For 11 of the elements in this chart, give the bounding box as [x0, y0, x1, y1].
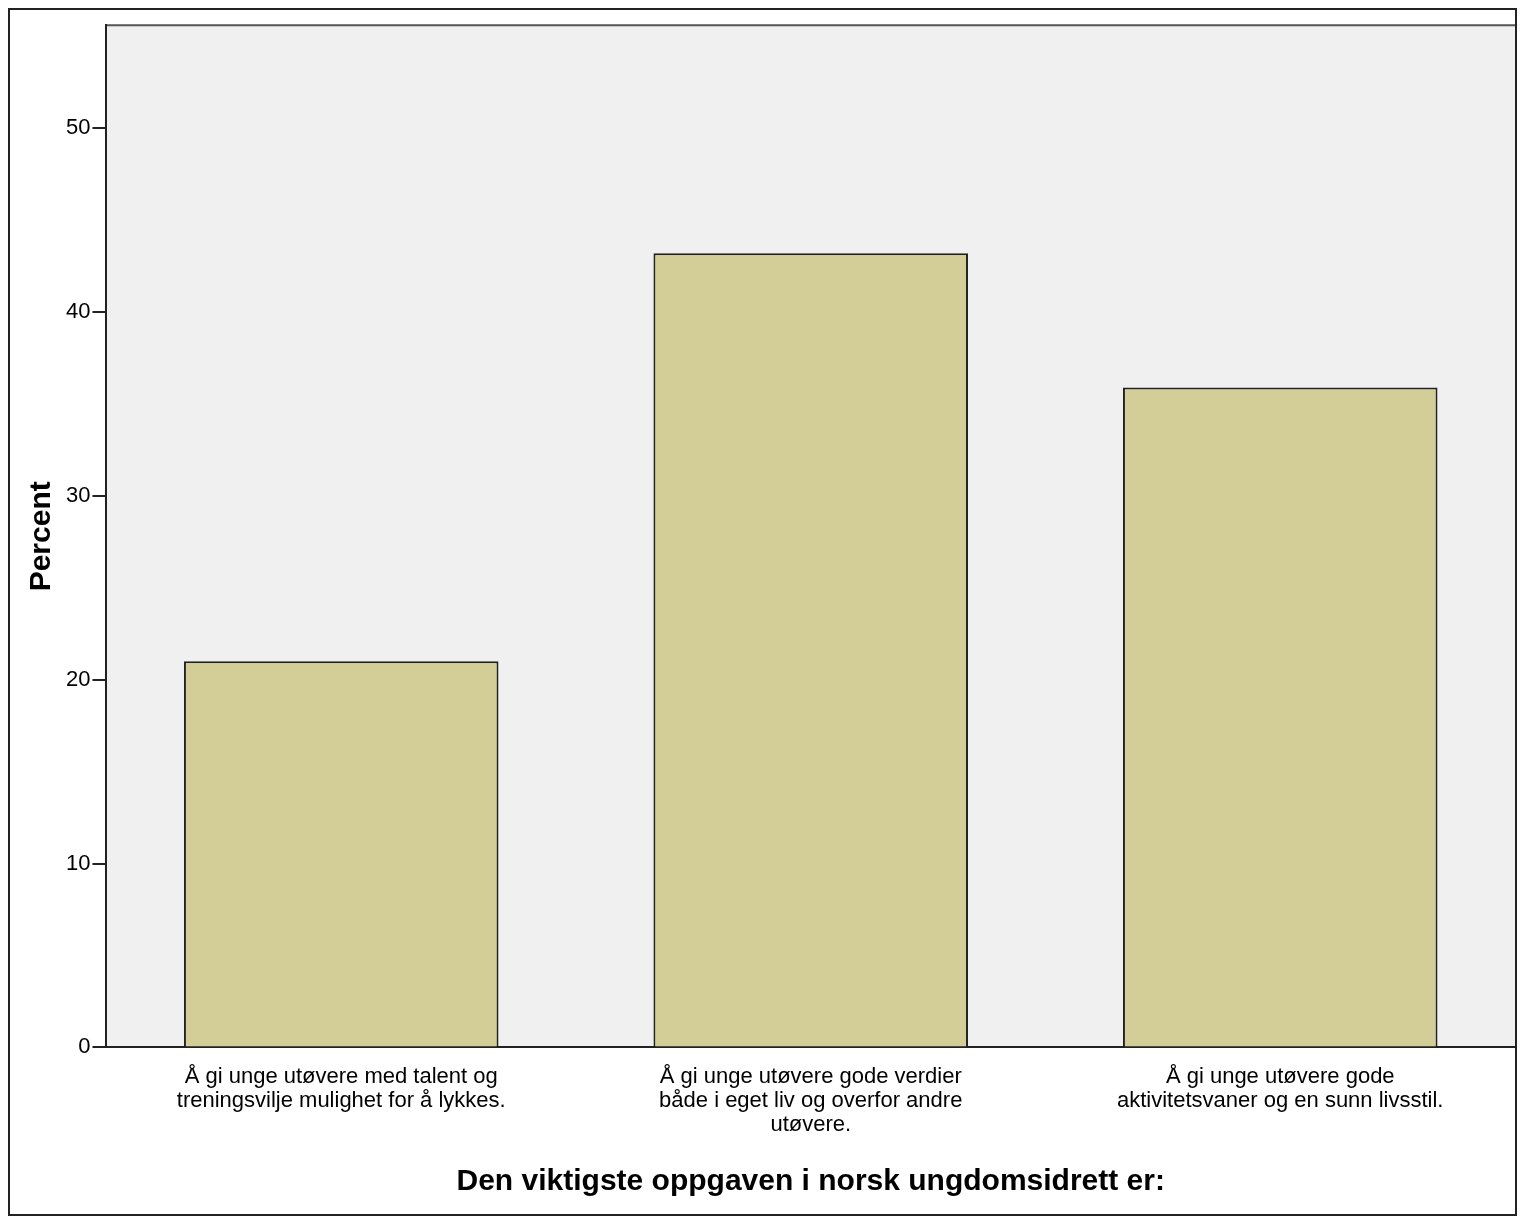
y-tick-label: 40 [65, 298, 91, 324]
y-axis-title: Percent [23, 481, 57, 592]
y-tick-label: 50 [65, 114, 91, 140]
x-tick-label: Å gi unge utøvere med talent og treningsvilje mulighet for å lykkes. [176, 1062, 506, 1112]
y-tick-label: 20 [65, 665, 91, 691]
x-tick-label: Å gi unge utøvere gode verdier både i eget liv og overfor andre utøvere. [659, 1062, 963, 1136]
y-tick-label: 0 [78, 1033, 91, 1059]
y-tick-label: 30 [65, 481, 91, 507]
y-tick-label: 10 [65, 849, 91, 875]
x-axis-title: Den viktigste oppgaven i norsk ungdomsidrett er: [456, 1163, 1165, 1197]
x-tick-label: Å gi unge utøvere gode aktivitetsvaner og en sunn livsstil. [1117, 1062, 1444, 1112]
